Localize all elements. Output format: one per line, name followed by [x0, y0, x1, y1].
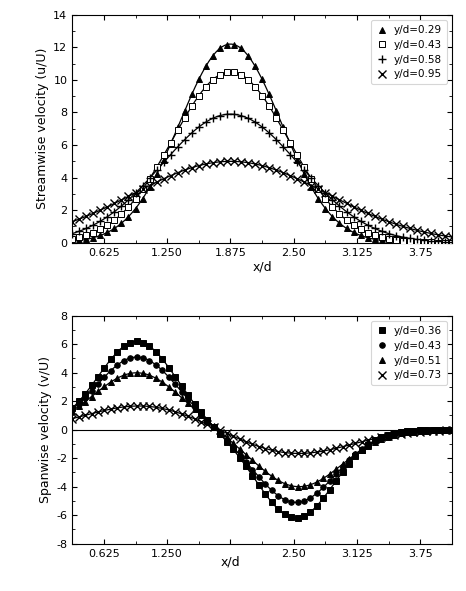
y/d=0.36 — [185, 392, 191, 399]
y/d=0.51 — [69, 407, 75, 414]
y/d=0.43 — [112, 216, 117, 223]
y/d=0.58 — [442, 238, 448, 245]
y/d=0.36 — [140, 339, 146, 346]
Line: y/d=0.58: y/d=0.58 — [69, 111, 456, 246]
y/d=0.43 — [449, 239, 455, 246]
y/d=0.51 — [321, 475, 326, 482]
y/d=0.43 — [140, 355, 146, 362]
Line: y/d=0.43: y/d=0.43 — [69, 355, 455, 505]
y/d=0.73 — [295, 450, 300, 457]
y/d=0.51 — [172, 388, 178, 395]
Text: x/d: x/d — [221, 556, 240, 569]
y/d=0.36 — [205, 416, 210, 423]
y/d=0.36 — [69, 405, 75, 412]
y/d=0.36 — [172, 373, 178, 380]
y/d=0.43 — [161, 152, 166, 159]
y/d=0.58 — [140, 182, 145, 189]
y/d=0.36 — [134, 338, 139, 345]
y/d=0.51 — [205, 417, 210, 424]
y/d=0.29 — [140, 195, 145, 202]
y/d=0.36 — [198, 408, 204, 415]
y/d=0.29 — [210, 52, 216, 59]
y/d=0.73 — [205, 421, 210, 428]
Line: y/d=0.36: y/d=0.36 — [69, 339, 455, 521]
Y-axis label: Streamwise velocity (u/U): Streamwise velocity (u/U) — [36, 48, 49, 209]
y/d=0.36 — [295, 514, 300, 521]
y/d=0.95 — [140, 186, 145, 193]
y/d=0.29 — [224, 41, 230, 48]
Line: y/d=0.73: y/d=0.73 — [69, 402, 456, 457]
y/d=0.51 — [185, 400, 191, 407]
y/d=0.58 — [414, 236, 420, 243]
y/d=0.95 — [224, 158, 230, 165]
y/d=0.58 — [210, 115, 216, 122]
y/d=0.95 — [69, 218, 75, 225]
y/d=0.43 — [210, 76, 216, 83]
y/d=0.73 — [69, 415, 75, 422]
y/d=0.43 — [134, 353, 139, 361]
y/d=0.36 — [321, 495, 326, 502]
y/d=0.95 — [449, 233, 455, 241]
y/d=0.51 — [295, 483, 300, 490]
y/d=0.43 — [321, 484, 326, 491]
y/d=0.43 — [69, 235, 75, 242]
y/d=0.73 — [140, 402, 146, 410]
y/d=0.43 — [442, 239, 448, 246]
y/d=0.51 — [198, 411, 204, 418]
y/d=0.73 — [172, 408, 178, 415]
y/d=0.95 — [161, 176, 166, 183]
y/d=0.43 — [449, 426, 455, 433]
Line: y/d=0.95: y/d=0.95 — [69, 158, 456, 241]
y/d=0.29 — [112, 225, 117, 232]
y/d=0.29 — [449, 239, 455, 246]
y/d=0.43 — [295, 499, 300, 506]
y/d=0.58 — [112, 208, 117, 215]
y/d=0.95 — [442, 232, 448, 239]
y/d=0.43 — [172, 381, 178, 388]
y/d=0.58 — [449, 239, 455, 246]
y/d=0.29 — [414, 239, 420, 246]
y/d=0.95 — [112, 200, 117, 207]
y/d=0.58 — [69, 230, 75, 237]
y/d=0.43 — [205, 417, 210, 424]
y/d=0.43 — [185, 396, 191, 403]
Line: y/d=0.51: y/d=0.51 — [69, 370, 455, 489]
Legend: y/d=0.36, y/d=0.43, y/d=0.51, y/d=0.73: y/d=0.36, y/d=0.43, y/d=0.51, y/d=0.73 — [370, 321, 447, 385]
Legend: y/d=0.29, y/d=0.43, y/d=0.58, y/d=0.95: y/d=0.29, y/d=0.43, y/d=0.58, y/d=0.95 — [370, 20, 447, 85]
Line: y/d=0.43: y/d=0.43 — [69, 69, 455, 245]
y/d=0.58 — [224, 111, 230, 118]
y/d=0.73 — [185, 413, 191, 420]
X-axis label: x/d: x/d — [252, 261, 272, 274]
y/d=0.73 — [198, 418, 204, 425]
y/d=0.43 — [414, 238, 420, 245]
y/d=0.73 — [321, 447, 326, 454]
y/d=0.95 — [210, 159, 216, 166]
y/d=0.51 — [449, 426, 455, 433]
y/d=0.95 — [414, 227, 420, 234]
y/d=0.51 — [140, 370, 146, 377]
Y-axis label: Spanwise velocity (v/U): Spanwise velocity (v/U) — [39, 356, 52, 503]
y/d=0.73 — [449, 427, 455, 434]
y/d=0.29 — [161, 156, 166, 163]
y/d=0.51 — [134, 369, 139, 376]
y/d=0.43 — [140, 186, 145, 193]
y/d=0.29 — [69, 238, 75, 245]
y/d=0.43 — [224, 69, 230, 76]
y/d=0.29 — [442, 239, 448, 246]
y/d=0.36 — [449, 426, 455, 433]
y/d=0.43 — [69, 406, 75, 413]
y/d=0.73 — [134, 402, 139, 410]
y/d=0.43 — [198, 410, 204, 417]
y/d=0.58 — [161, 159, 166, 166]
Line: y/d=0.29: y/d=0.29 — [69, 42, 455, 245]
